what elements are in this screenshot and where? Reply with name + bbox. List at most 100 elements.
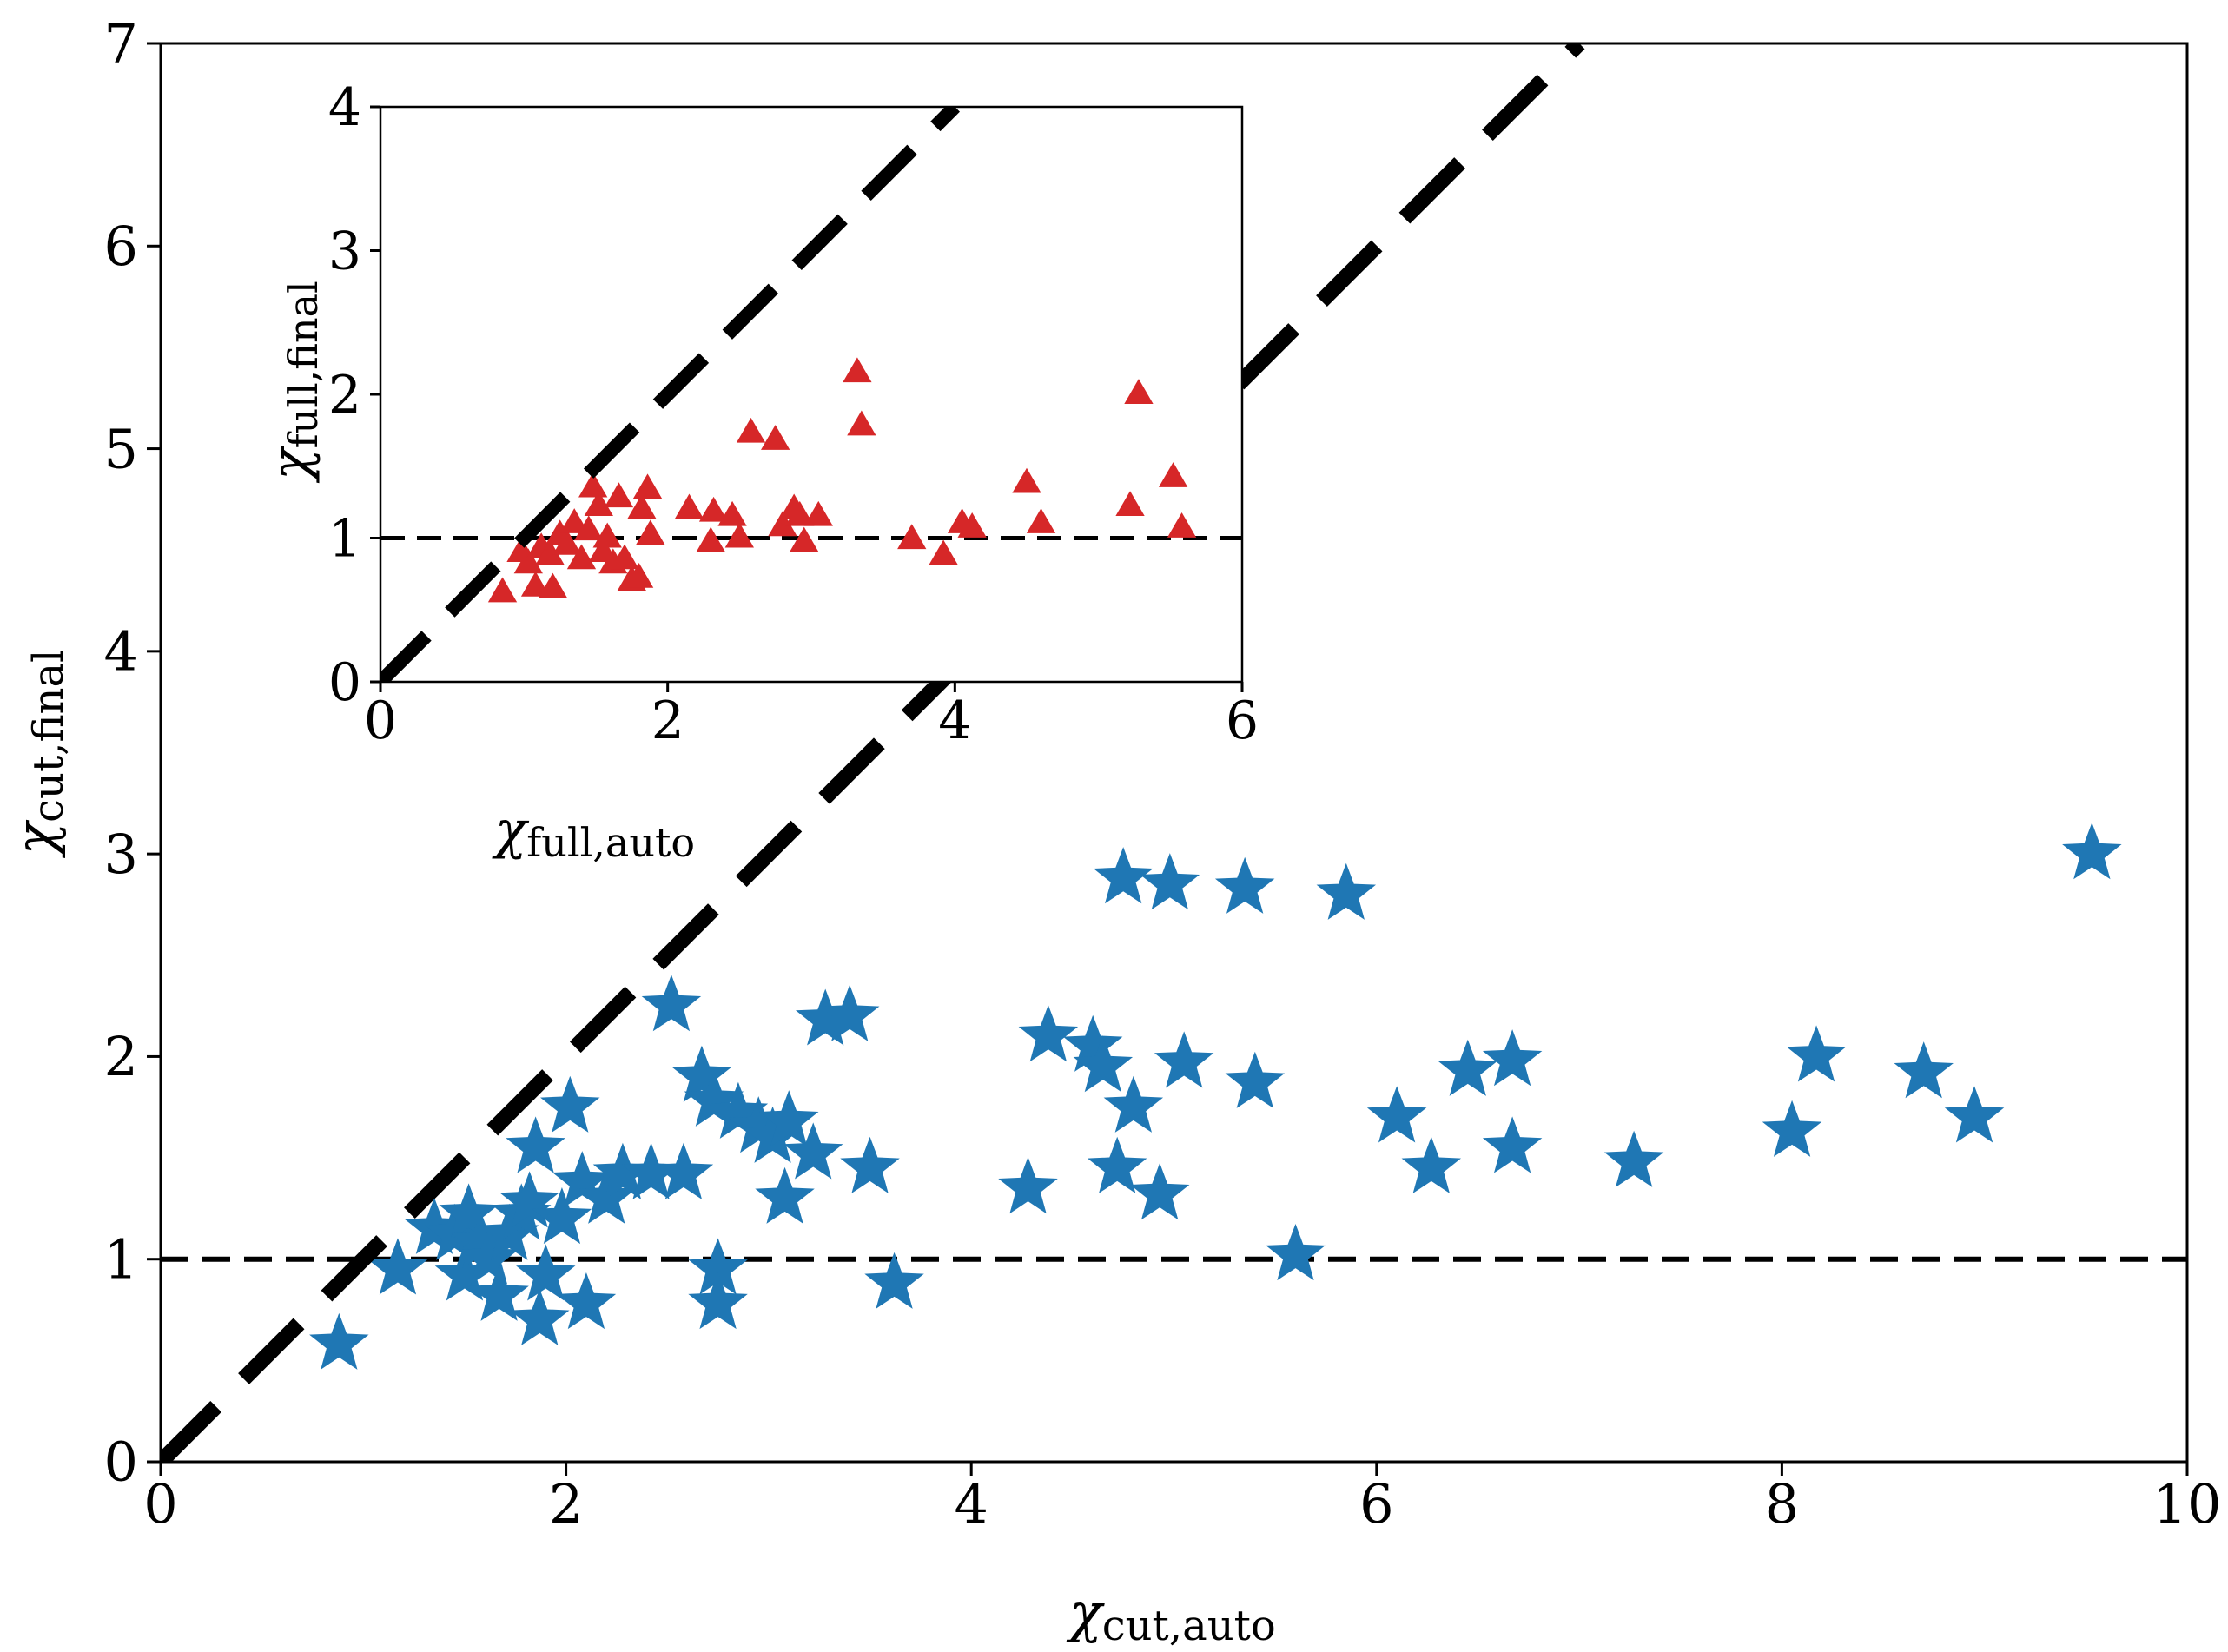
inset-data-point-37: [847, 410, 876, 436]
inset-data-point-17: [604, 482, 634, 508]
main-data-point-5: [439, 1183, 499, 1240]
main-data-point-23: [653, 1142, 714, 1199]
inset-data-point-13: [584, 491, 613, 517]
main-y-tick-label-0: 0: [104, 1431, 138, 1494]
main-y-tick-label-7: 7: [104, 12, 138, 76]
inset-data-point-36: [843, 357, 872, 383]
inset-data-point-0: [487, 577, 518, 603]
inset-x-tick-label-4: 4: [938, 691, 971, 751]
main-data-point-44: [1103, 1075, 1164, 1133]
main-data-point-43: [1093, 847, 1154, 904]
main-data-point-11: [499, 1171, 559, 1228]
inset-data-point-9: [559, 508, 589, 533]
main-data-point-62: [2062, 823, 2122, 880]
main-y-tick-label-1: 1: [104, 1227, 138, 1291]
inset-data-point-27: [717, 500, 747, 526]
inset-plot-area: [380, 107, 1242, 682]
inset-data-point-24: [674, 493, 704, 519]
inset-x-tick-label-6: 6: [1226, 691, 1259, 751]
inset-x-tick-label-0: 0: [364, 691, 397, 751]
inset-data-point-46: [1158, 462, 1188, 487]
inset-y-tick-label-0: 0: [328, 652, 361, 713]
main-axes-frame: [159, 42, 2189, 1464]
main-data-point-4: [434, 1244, 495, 1301]
main-data-point-45: [1129, 1163, 1190, 1220]
inset-scatter-plot: 0 2 4 6 0 1 2 3 4 χfull,auto χfull,final: [261, 77, 1259, 866]
inset-data-point-15: [592, 522, 622, 548]
inset-data-point-2: [513, 548, 543, 574]
inset-data-point-30: [761, 425, 790, 450]
inset-diagonal-reference-line: [380, 107, 960, 682]
main-data-point-38: [998, 1157, 1058, 1214]
inset-data-point-12: [578, 472, 608, 498]
main-data-point-48: [1214, 856, 1275, 914]
inset-data-point-10: [566, 544, 597, 570]
main-data-point-6: [451, 1212, 511, 1269]
main-data-point-1: [367, 1238, 428, 1295]
main-x-tick-label-2: 2: [549, 1472, 583, 1536]
main-data-point-8: [469, 1264, 529, 1321]
main-data-point-30: [743, 1106, 803, 1163]
main-data-point-61: [1944, 1086, 2005, 1143]
main-x-tick-label-8: 8: [1765, 1472, 1799, 1536]
main-data-point-13: [510, 1288, 570, 1345]
inset-data-point-47: [1167, 512, 1197, 538]
inset-data-point-18: [610, 544, 639, 570]
inset-data-point-22: [632, 473, 663, 499]
main-data-point-36: [840, 1136, 900, 1193]
main-data-point-21: [621, 1142, 681, 1199]
inset-data-point-26: [698, 496, 729, 522]
main-data-point-52: [1366, 1086, 1427, 1143]
inset-data-point-33: [785, 500, 815, 526]
main-data-point-17: [552, 1151, 612, 1208]
main-data-point-32: [758, 1090, 819, 1147]
main-data-point-22: [641, 975, 702, 1032]
main-data-point-37: [864, 1252, 924, 1309]
inset-y-tick-label-2: 2: [328, 365, 361, 426]
inset-data-point-23: [636, 519, 665, 545]
main-data-point-46: [1140, 853, 1200, 910]
main-data-point-54: [1438, 1039, 1498, 1096]
main-diagonal-reference-line: [161, 43, 1585, 1462]
main-data-point-41: [1073, 1035, 1134, 1093]
main-data-point-57: [1603, 1130, 1664, 1187]
inset-data-point-20: [624, 562, 654, 588]
inset-x-tick-label-2: 2: [651, 691, 684, 751]
main-x-tick-label-10: 10: [2153, 1472, 2222, 1536]
inset-data-point-34: [790, 526, 819, 552]
inset-data-point-29: [736, 417, 766, 443]
main-data-point-47: [1154, 1031, 1214, 1088]
inset-y-tick-label-3: 3: [328, 221, 361, 282]
main-data-point-60: [1894, 1041, 1954, 1099]
main-data-point-15: [532, 1187, 592, 1245]
main-y-axis-label: χcut,final: [3, 650, 73, 859]
inset-data-point-35: [803, 500, 833, 526]
inset-data-point-43: [1026, 508, 1056, 533]
main-data-point-50: [1266, 1224, 1326, 1281]
main-data-point-18: [556, 1272, 617, 1330]
main-y-tick-label-6: 6: [104, 215, 138, 278]
main-data-point-39: [1018, 1005, 1079, 1062]
main-y-tick-label-4: 4: [104, 620, 138, 684]
main-data-point-31: [755, 1166, 815, 1224]
main-data-point-55: [1482, 1029, 1543, 1087]
inset-data-point-25: [696, 526, 725, 552]
main-x-tick-label-6: 6: [1359, 1472, 1393, 1536]
main-data-point-26: [688, 1238, 748, 1295]
main-data-point-53: [1401, 1136, 1462, 1193]
main-clipped-layer: [161, 43, 2187, 1462]
inset-data-point-21: [627, 493, 657, 519]
main-data-point-12: [506, 1116, 565, 1173]
main-data-point-35: [819, 984, 880, 1041]
main-data-point-20: [592, 1142, 653, 1199]
main-data-point-51: [1316, 862, 1377, 920]
inset-data-point-28: [724, 522, 754, 548]
main-data-point-56: [1482, 1116, 1543, 1173]
main-data-point-49: [1225, 1051, 1286, 1108]
main-data-point-33: [783, 1122, 843, 1180]
inset-y-tick-label-1: 1: [328, 509, 361, 570]
main-x-tick-label-0: 0: [143, 1472, 177, 1536]
main-data-point-27: [688, 1272, 748, 1330]
